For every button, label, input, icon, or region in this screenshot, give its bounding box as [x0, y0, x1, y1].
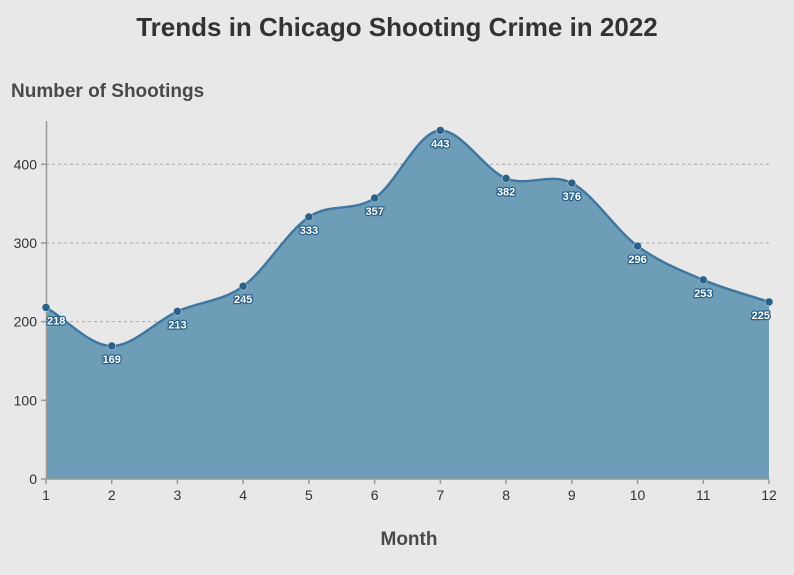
data-label: 376: [563, 191, 581, 203]
axes: [45, 121, 769, 480]
data-point[interactable]: [633, 241, 642, 251]
x-ticks: 1 2 3 4 5 6 7 8 9 10 11 12: [42, 479, 777, 503]
x-tick-label: 1: [42, 487, 50, 503]
x-tick-label: 2: [108, 487, 116, 503]
data-point[interactable]: [436, 126, 445, 135]
area-series: [45, 129, 770, 479]
data-point[interactable]: [173, 307, 182, 316]
x-tick-label: 9: [568, 487, 576, 503]
data-label: 333: [300, 225, 318, 237]
x-tick-label: 10: [630, 487, 646, 503]
data-label: 225: [752, 310, 770, 322]
data-label: 169: [103, 354, 121, 366]
data-label: 213: [168, 319, 186, 331]
data-label: 296: [628, 254, 646, 266]
data-labels: 218 169 213 245 333 357 443 382 376 296 253 225: [46, 137, 772, 367]
chart-title: Trends in Chicago Shooting Crime in 2022: [136, 12, 658, 42]
data-point[interactable]: [370, 193, 379, 203]
x-tick-label: 12: [761, 487, 777, 503]
data-point[interactable]: [41, 303, 51, 312]
data-label: 218: [47, 315, 65, 327]
x-tick-label: 7: [436, 487, 444, 503]
y-tick-label: 200: [14, 314, 38, 330]
y-axis-label: Number of Shootings: [11, 81, 204, 102]
x-tick-label: 6: [371, 487, 379, 503]
data-label: 382: [497, 186, 515, 198]
data-label: 357: [365, 206, 383, 218]
data-points: [41, 126, 774, 351]
x-tick-label: 5: [305, 487, 313, 503]
data-point[interactable]: [567, 178, 577, 188]
y-tick-label: 100: [14, 392, 38, 408]
x-tick-label: 11: [696, 487, 711, 503]
data-label: 253: [694, 288, 712, 300]
y-tick-label: 0: [29, 471, 37, 487]
y-ticks: 0 100 200 300 400: [14, 156, 46, 487]
y-tick-label: 400: [14, 156, 38, 172]
x-axis-label: Month: [381, 529, 438, 550]
area-fill: [46, 130, 769, 479]
data-point[interactable]: [501, 174, 511, 183]
x-tick-label: 8: [502, 487, 510, 503]
data-point[interactable]: [107, 341, 116, 351]
x-tick-label: 4: [239, 487, 247, 503]
data-label: 245: [234, 294, 252, 306]
data-point[interactable]: [238, 281, 248, 291]
x-tick-label: 3: [174, 487, 182, 503]
data-point[interactable]: [764, 297, 774, 307]
data-point[interactable]: [699, 275, 708, 285]
data-label: 443: [431, 138, 449, 150]
y-tick-label: 300: [14, 235, 38, 251]
data-point[interactable]: [304, 212, 314, 222]
